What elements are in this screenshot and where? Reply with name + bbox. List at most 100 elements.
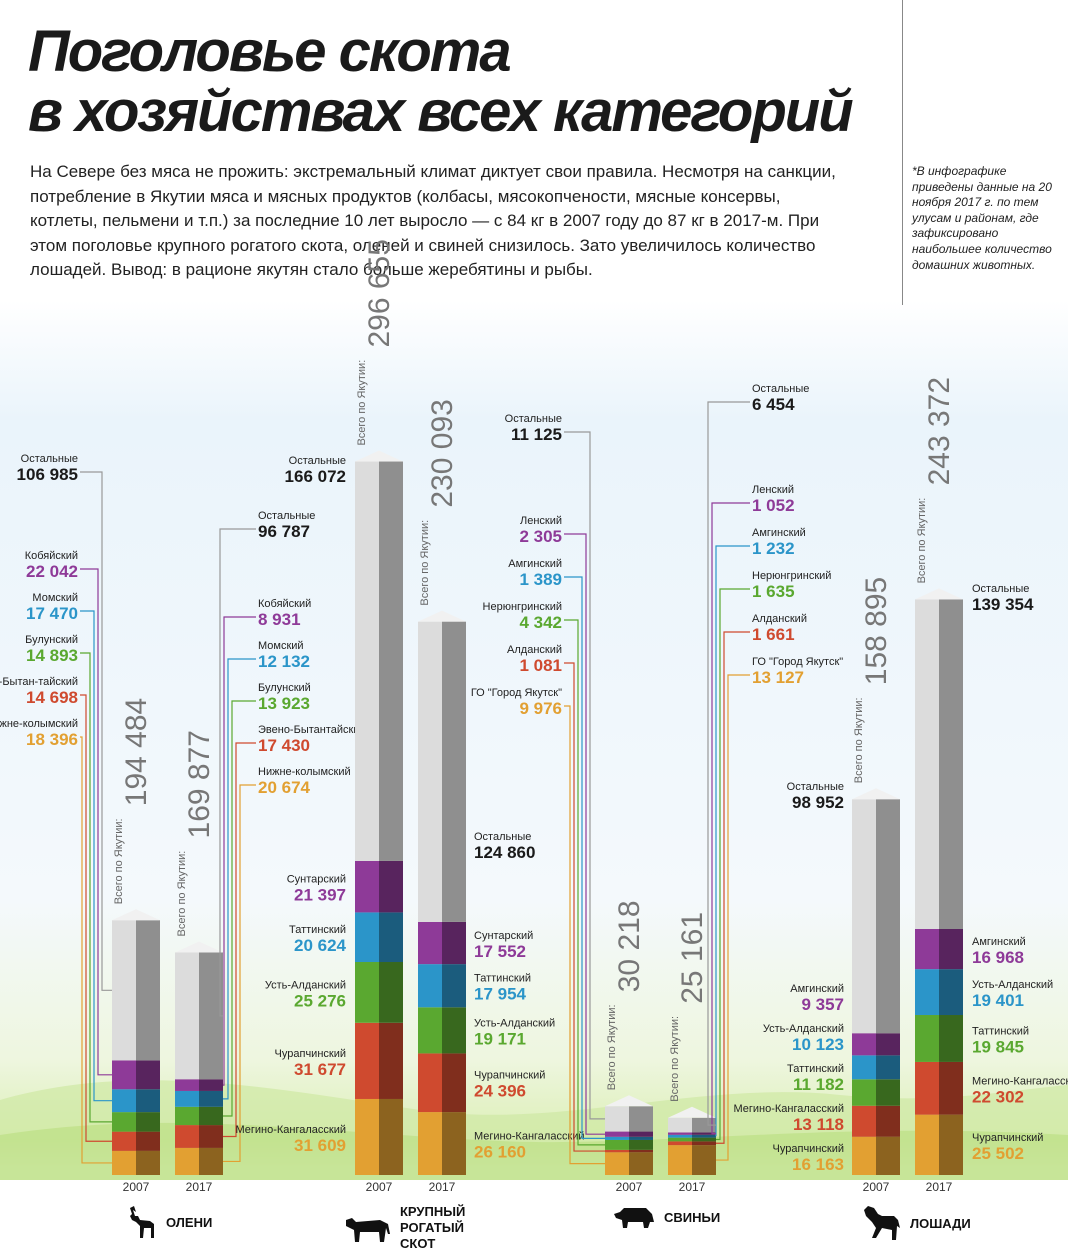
leader-line (564, 431, 605, 1120)
bar-segment (915, 1015, 939, 1062)
segment-value-label: 166 072 (285, 467, 346, 486)
bar-segment (418, 1007, 442, 1054)
segment-value-label: 17 552 (474, 942, 526, 961)
bar-segment-side (629, 1136, 653, 1140)
bar-segment-side (199, 1125, 223, 1148)
segment-value-label: 11 125 (511, 425, 562, 444)
bar-segment (915, 969, 939, 1016)
bar-segment-side (379, 1022, 403, 1099)
bar-segment (112, 920, 136, 1061)
bar-top-cap (112, 909, 160, 921)
bar-year-label: 2007 (123, 1180, 150, 1194)
segment-region-label: Мегино-Кангаласский (972, 1075, 1068, 1087)
segment-region-label: Ленский (520, 515, 562, 527)
cow-icon (346, 1218, 390, 1242)
bar-segment-side (939, 1114, 963, 1175)
segment-value-label: 20 624 (294, 936, 347, 955)
segment-value-label: 12 132 (258, 652, 310, 671)
segment-region-label: Амгинский (752, 527, 806, 539)
segment-value-label: 8 931 (258, 610, 301, 629)
segment-region-label: Чурапчинский (972, 1132, 1043, 1144)
pig-icon (614, 1208, 654, 1228)
bar-segment (668, 1132, 692, 1135)
segment-region-label: Таттинский (474, 973, 531, 985)
bar-segment-side (692, 1134, 716, 1138)
bar-segment (852, 799, 876, 1034)
intro-text: На Севере без мяса не прожить: экстремал… (30, 162, 836, 279)
segment-value-label: 19 845 (972, 1037, 1024, 1056)
bar-total-caption: Всего по Якутии: (853, 697, 865, 783)
segment-region-label: Амгинский (790, 983, 844, 995)
bar-segment (355, 461, 379, 861)
bar-year-label: 2017 (186, 1180, 213, 1194)
bar-segment (915, 599, 939, 929)
bar-segment (418, 964, 442, 1008)
segment-value-label: 9 357 (801, 995, 844, 1014)
bar-segment-side (939, 1015, 963, 1062)
leader-line (80, 652, 112, 1123)
segment-region-label: Алданский (752, 613, 807, 625)
hills-background (0, 1080, 1068, 1180)
segment-region-label: Остальные (787, 781, 844, 793)
segment-value-label: 1 052 (752, 496, 795, 515)
bar-total-caption: Всего по Якутии: (356, 360, 368, 446)
segment-value-label: 25 276 (294, 991, 346, 1010)
segment-value-label: 13 118 (793, 1115, 844, 1134)
bar-segment-side (442, 964, 466, 1008)
bar-segment (112, 1131, 136, 1151)
horse-icon (864, 1206, 900, 1240)
bar-segment (668, 1141, 692, 1146)
bar-segment (852, 1105, 876, 1137)
bar-segment (355, 1098, 379, 1175)
segment-region-label: Усть-Алданский (763, 1023, 844, 1035)
segment-value-label: 10 123 (792, 1035, 844, 1054)
group-label-text: СВИНЬИ (664, 1209, 721, 1225)
segment-region-label: Усть-Алданский (265, 979, 346, 991)
group-label-deer: ОЛЕНИ (124, 1204, 212, 1240)
bar-segment (355, 912, 379, 963)
bar-segment-side (629, 1131, 653, 1137)
segment-value-label: 9 976 (519, 699, 562, 718)
bar-total-value: 243 372 (923, 377, 956, 485)
segment-region-label: Таттинский (289, 924, 346, 936)
segment-value-label: 24 396 (474, 1082, 526, 1101)
bar-segment-side (692, 1117, 716, 1133)
segment-region-label: Усть-Алданский (972, 979, 1053, 991)
segment-value-label: 16 968 (972, 948, 1024, 967)
segment-value-label: 21 397 (294, 886, 346, 905)
segment-region-label: Чурапчинский (474, 1070, 545, 1082)
leader-line (564, 662, 605, 1152)
bar-segment-side (876, 1136, 900, 1175)
segment-value-label: 1 389 (519, 570, 562, 589)
bar-segment (175, 1090, 199, 1107)
bar-segment (605, 1152, 629, 1175)
segment-region-label: Остальные (474, 831, 531, 843)
group-label-text: КРУПНЫЙ РОГАТЫЙ СКОТ (400, 1204, 466, 1251)
segment-region-label: Остальные (505, 413, 562, 425)
bar-segment (605, 1106, 629, 1132)
bar-total-caption: Всего по Якутии: (176, 851, 188, 937)
segment-value-label: 1 232 (752, 539, 795, 558)
bar-segment-side (629, 1149, 653, 1153)
bar-segment (668, 1145, 692, 1175)
bar-top-cap (605, 1095, 653, 1107)
bar-segment (112, 1060, 136, 1090)
leader-line (223, 616, 256, 1086)
leader-line (219, 528, 256, 1017)
segment-region-label: Мегино-Кангаласский (733, 1103, 844, 1115)
segment-region-label: Мегино-Кангаласский (235, 1124, 346, 1136)
group-label-pigs: СВИНЬИ (612, 1204, 720, 1230)
bar-total-value: 194 484 (120, 698, 153, 806)
leader-line (716, 631, 750, 1144)
segment-region-label: Амгинский (972, 936, 1026, 948)
bar-segment (418, 1112, 442, 1175)
bar-segment-side (199, 1147, 223, 1175)
bar-total-group: Всего по Якутии: 25 161 (669, 912, 709, 1102)
bar-total-caption: Всего по Якутии: (669, 1016, 681, 1102)
segment-value-label: 2 305 (519, 527, 562, 546)
bar-segment-side (199, 1090, 223, 1107)
segment-region-label: Кобяйский (25, 550, 78, 562)
leader-line (80, 471, 112, 991)
bar-segment-side (442, 1112, 466, 1175)
